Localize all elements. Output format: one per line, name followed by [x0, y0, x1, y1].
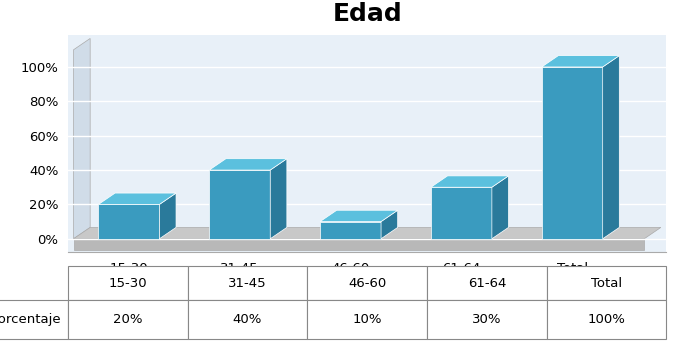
Polygon shape [73, 228, 661, 239]
Polygon shape [209, 170, 270, 239]
Polygon shape [159, 193, 176, 239]
Polygon shape [209, 159, 287, 170]
Polygon shape [99, 193, 176, 204]
Polygon shape [431, 187, 492, 239]
Polygon shape [381, 210, 398, 239]
Polygon shape [73, 38, 90, 239]
Polygon shape [320, 210, 398, 222]
Polygon shape [73, 239, 644, 250]
Title: Edad: Edad [333, 2, 402, 26]
Polygon shape [320, 222, 381, 239]
Polygon shape [542, 67, 602, 239]
Polygon shape [602, 56, 619, 239]
Polygon shape [270, 159, 287, 239]
Polygon shape [492, 176, 509, 239]
Polygon shape [99, 204, 159, 239]
Polygon shape [431, 176, 509, 187]
Polygon shape [542, 56, 619, 67]
